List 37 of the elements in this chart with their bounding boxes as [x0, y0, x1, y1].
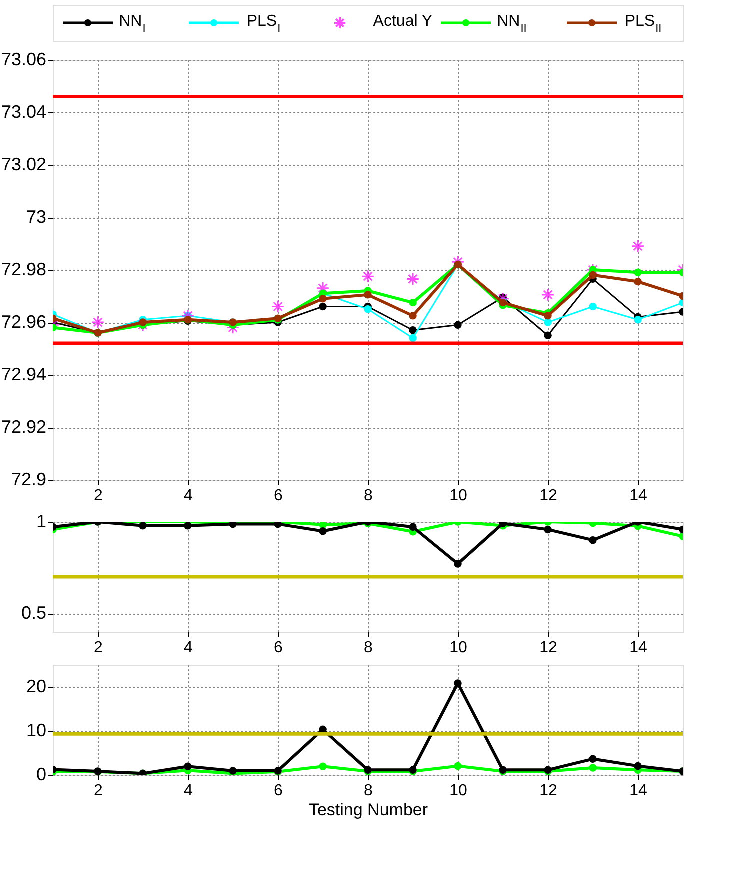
x-tick-label: 6: [274, 640, 284, 656]
x-tick-label: 10: [450, 488, 468, 504]
x-tick-label: 10: [450, 640, 468, 656]
y-tick-label: 72.9: [11, 470, 46, 490]
x-tick-label: 8: [364, 640, 374, 656]
y-tick-label: 0.5: [21, 603, 46, 624]
x-tick-label: 8: [364, 488, 374, 504]
x-tick-label: 4: [184, 488, 194, 504]
x-tick-label: 6: [274, 488, 284, 504]
x-tick-label: 14: [630, 640, 648, 656]
legend-label: Actual Y: [373, 13, 433, 30]
y-tick-label: 10: [26, 720, 46, 740]
y-tick-label: 73.06: [1, 50, 46, 70]
x-tick-label: 4: [184, 640, 194, 656]
y-tick-label: 72.98: [1, 260, 46, 280]
y-tick-label: 0: [36, 764, 46, 784]
x-tick-label: 14: [630, 782, 648, 800]
x-axis-title: Testing Number: [308, 800, 428, 820]
x-tick-label: 12: [540, 488, 558, 504]
y-tick-label: 72.92: [1, 417, 46, 437]
y-tick-label: 20: [26, 676, 46, 696]
x-tick-label: 14: [630, 488, 648, 504]
y-tick-label: 72.96: [1, 312, 46, 332]
y-tick-label: 73.02: [1, 154, 46, 174]
x-tick-label: 4: [184, 782, 194, 800]
x-tick-label: 6: [274, 782, 284, 800]
x-tick-label: 2: [94, 782, 104, 800]
x-tick-label: 8: [364, 782, 374, 800]
x-tick-label: 12: [540, 782, 558, 800]
x-tick-label: 2: [94, 488, 104, 504]
y-tick-label: 73: [26, 207, 46, 227]
x-tick-label: 12: [540, 640, 558, 656]
y-tick-label: 1: [36, 512, 46, 532]
x-tick-label: 10: [450, 782, 468, 800]
x-tick-label: 2: [94, 640, 104, 656]
y-tick-label: 73.04: [1, 102, 46, 122]
y-tick-label: 72.94: [1, 364, 46, 384]
